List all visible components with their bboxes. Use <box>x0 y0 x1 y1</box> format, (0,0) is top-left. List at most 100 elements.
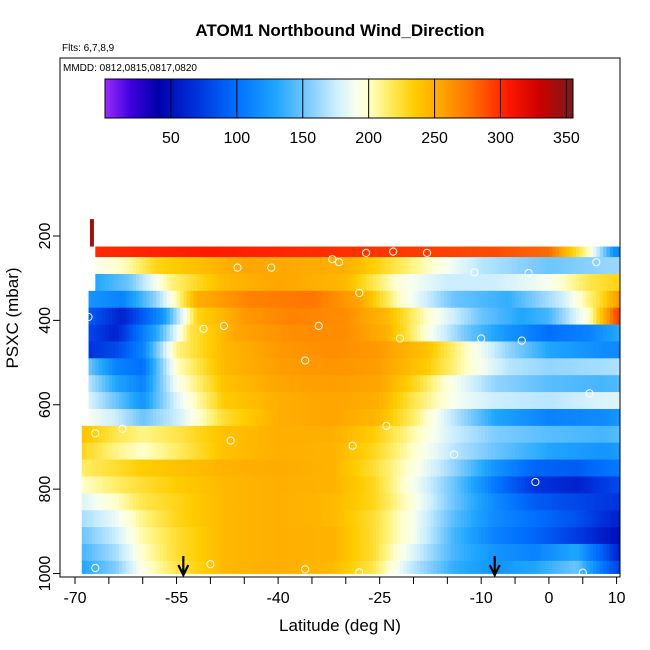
heat-cell <box>599 273 604 292</box>
heat-cell <box>95 307 100 325</box>
heat-cell <box>169 307 174 325</box>
heat-cell <box>518 375 523 393</box>
heat-cell <box>599 324 604 342</box>
heat-cell <box>393 290 398 309</box>
heat-cell <box>207 358 211 376</box>
heat-cell <box>352 493 357 511</box>
heat-cell <box>471 392 476 410</box>
heat-cell <box>237 375 242 393</box>
heat-cell <box>383 425 388 444</box>
heat-cell <box>190 246 195 258</box>
heat-cell <box>440 493 445 511</box>
heat-cell <box>223 273 228 292</box>
heat-cell <box>193 257 198 275</box>
heat-layer <box>95 273 641 292</box>
heat-cell <box>244 510 249 528</box>
heat-cell <box>355 307 360 325</box>
heat-cell <box>125 408 130 427</box>
heat-cell <box>619 510 620 528</box>
heat-cell <box>332 341 337 359</box>
heat-cell <box>112 442 117 461</box>
heat-cell <box>410 408 415 427</box>
heat-cell <box>139 375 144 393</box>
heat-cell <box>166 527 171 545</box>
heat-cell <box>264 307 269 325</box>
heat-cell <box>379 358 384 376</box>
heat-cell <box>494 425 499 444</box>
heat-cell <box>572 358 577 376</box>
heat-cell <box>322 425 327 444</box>
heat-cell <box>518 246 523 258</box>
heat-cell <box>454 307 459 325</box>
heat-cell <box>460 273 465 292</box>
heat-cell <box>254 476 259 494</box>
heat-cell <box>305 425 310 444</box>
heat-cell <box>528 493 533 511</box>
heat-cell <box>440 425 445 444</box>
heat-cell <box>508 425 513 444</box>
heat-cell <box>640 291 644 308</box>
heat-cell <box>213 307 218 325</box>
heat-cell <box>487 392 492 410</box>
heat-cell <box>589 442 594 461</box>
heat-cell <box>501 246 506 258</box>
heat-cell <box>220 476 225 494</box>
heat-cell <box>359 459 364 477</box>
heat-cell <box>223 476 228 494</box>
heat-cell <box>518 324 523 342</box>
heat-cell <box>355 493 360 511</box>
heat-cell <box>247 476 252 494</box>
heat-cell <box>542 459 547 477</box>
heat-cell <box>552 307 557 325</box>
heat-cell <box>105 246 110 258</box>
heat-cell <box>146 476 151 494</box>
heat-cell <box>481 358 486 376</box>
heat-cell <box>251 442 255 461</box>
heat-cell <box>105 358 110 376</box>
heat-cell <box>383 341 388 359</box>
heat-cell <box>443 392 448 410</box>
heat-cell <box>443 257 448 275</box>
heat-cell <box>213 493 218 511</box>
heat-cell <box>389 392 394 410</box>
heat-cell <box>288 425 293 444</box>
heat-cell <box>203 476 208 494</box>
heat-cell <box>403 246 408 258</box>
heat-cell <box>403 493 408 511</box>
heat-cell <box>108 290 113 309</box>
heat-cell <box>376 290 381 309</box>
heat-cell <box>176 375 181 393</box>
heat-cell <box>437 425 442 444</box>
heat-cell <box>291 510 296 528</box>
heat-cell <box>132 425 137 444</box>
heat-cell <box>640 443 644 460</box>
heat-cell <box>176 408 181 427</box>
heat-cell <box>471 510 476 528</box>
heat-cell <box>637 274 641 291</box>
heat-cell <box>403 392 408 410</box>
heat-cell <box>179 358 184 376</box>
heat-cell <box>457 375 462 393</box>
heat-cell <box>383 257 388 275</box>
heat-cell <box>284 257 289 275</box>
heat-cell <box>291 442 296 461</box>
heat-cell <box>240 425 245 444</box>
heat-cell <box>318 273 323 292</box>
heat-cell <box>372 257 377 275</box>
heat-cell <box>603 459 608 477</box>
heat-cell <box>399 375 404 393</box>
heat-cell <box>278 358 283 376</box>
heat-cell <box>565 324 570 342</box>
heat-cell <box>552 493 557 511</box>
heat-cell <box>284 273 289 292</box>
heat-cell <box>119 290 123 309</box>
heat-cell <box>315 442 320 461</box>
heat-cell <box>135 324 140 342</box>
heat-cell <box>376 324 381 342</box>
heat-cell <box>521 290 526 309</box>
heat-cell <box>132 273 137 292</box>
heat-cell <box>139 290 144 309</box>
heat-cell <box>410 375 415 393</box>
heat-cell <box>332 442 337 461</box>
heat-cell <box>183 257 188 275</box>
